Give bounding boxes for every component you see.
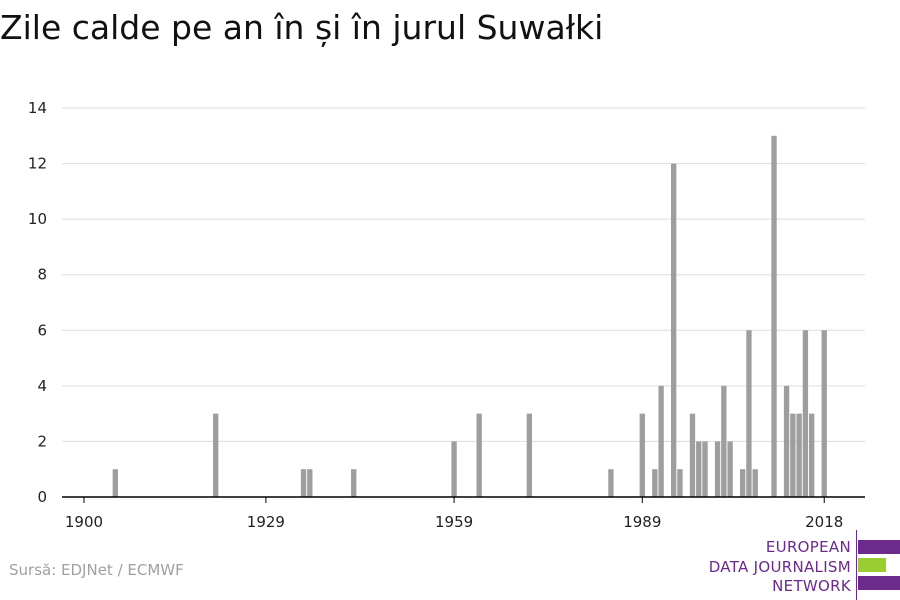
x-tick-label: 2018 <box>805 513 843 530</box>
x-tick-label: 1929 <box>247 513 285 530</box>
y-tick-label: 0 <box>37 488 47 506</box>
bar-2001 <box>714 441 721 497</box>
bar-2003 <box>727 441 733 497</box>
bar-1963 <box>476 413 482 497</box>
bar-1921 <box>213 413 219 497</box>
grid-lines <box>62 107 865 442</box>
bar-1997 <box>689 413 696 497</box>
bar-2016 <box>809 413 815 497</box>
bar-1992 <box>658 385 664 497</box>
logo-line-2: DATA JOURNALISM <box>708 558 851 576</box>
bar-1905 <box>112 469 118 497</box>
edjnet-logo: EUROPEAN DATA JOURNALISM NETWORK <box>700 530 900 600</box>
bar-chart: 0 2 4 6 8 10 12 14 1900 1929 1959 1989 2018 <box>28 99 865 530</box>
bar-1995 <box>677 469 683 497</box>
logo-bar-middle <box>858 558 886 572</box>
bar-2002 <box>721 385 727 497</box>
bar-2007 <box>752 469 758 497</box>
bar-1999 <box>702 441 708 497</box>
logo-bar-bottom <box>858 576 900 590</box>
bar-1998 <box>696 441 702 497</box>
x-tick-label: 1900 <box>65 513 103 530</box>
y-tick-label: 12 <box>28 155 47 173</box>
bar-2018 <box>821 330 827 497</box>
bar-2010 <box>771 135 777 498</box>
bar-1935 <box>300 469 307 497</box>
bar-1991 <box>652 469 658 497</box>
bar-2015 <box>802 330 809 497</box>
y-tick-label: 14 <box>28 99 47 117</box>
bar-1971 <box>526 413 533 497</box>
bar-1994 <box>670 163 677 498</box>
bar-1943 <box>351 469 357 497</box>
y-tick-label: 4 <box>37 377 47 395</box>
x-tick-label: 1989 <box>623 513 661 530</box>
bar-2013 <box>790 413 796 497</box>
axes: 0 2 4 6 8 10 12 14 1900 1929 1959 1989 2018 <box>28 99 865 530</box>
y-tick-label: 2 <box>37 432 47 450</box>
source-note: Sursă: EDJNet / ECMWF <box>9 561 184 579</box>
bar-2005 <box>740 469 746 497</box>
bars <box>112 135 827 498</box>
logo-line-1: EUROPEAN <box>765 538 851 556</box>
chart-title: Zile calde pe an în și în jurul Suwałki <box>0 8 604 47</box>
logo-bar-top <box>858 540 900 554</box>
y-tick-label: 6 <box>37 321 47 339</box>
y-tick-label: 10 <box>28 210 47 228</box>
bar-1989 <box>639 413 645 497</box>
bar-2012 <box>783 385 790 497</box>
bar-2014 <box>796 413 802 497</box>
y-tick-label: 8 <box>37 266 47 284</box>
logo-divider <box>856 530 857 600</box>
logo-line-3: NETWORK <box>772 577 851 595</box>
bar-1936 <box>307 469 313 497</box>
bar-1984 <box>608 469 614 497</box>
bar-2006 <box>746 330 752 497</box>
bar-1959 <box>451 441 457 497</box>
x-tick-label: 1959 <box>435 513 473 530</box>
